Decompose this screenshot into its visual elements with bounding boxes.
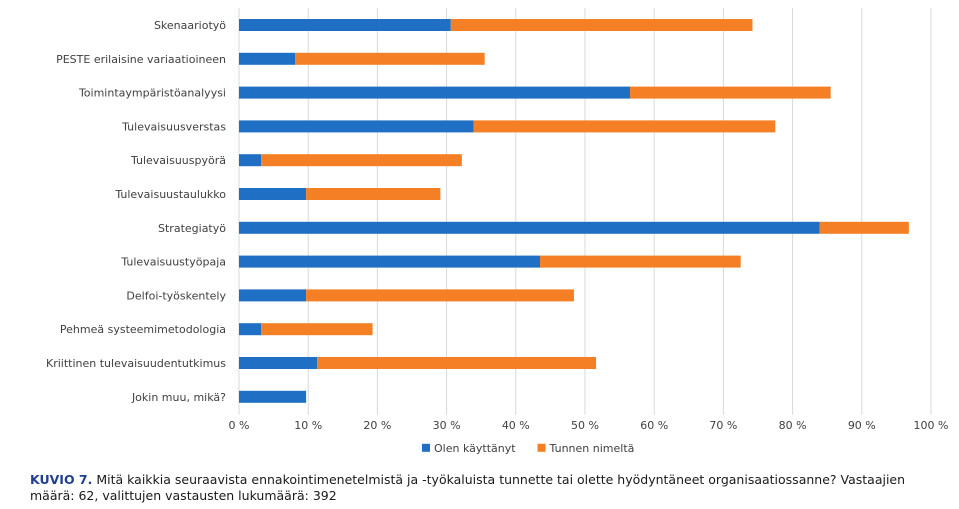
bar-known-0: [450, 19, 753, 31]
x-tick-label-1: 10 %: [294, 419, 322, 432]
bar-known-1: [295, 52, 485, 65]
bar-used-6: [239, 221, 820, 234]
category-label-0: Skenaariotyö: [154, 19, 226, 32]
bar-known-2: [629, 86, 831, 99]
figure-caption: KUVIO 7. Mitä kaikkia seuraavista ennako…: [30, 472, 950, 504]
bar-used-10: [239, 357, 318, 369]
bar-used-5: [239, 188, 307, 200]
category-label-2: Toimintaympäristöanalyysi: [78, 87, 226, 100]
bar-used-11: [239, 390, 307, 403]
bar-used-2: [239, 86, 630, 99]
x-tick-label-0: 0 %: [229, 419, 250, 432]
bar-known-8: [306, 289, 574, 302]
category-label-5: Tulevaisuustaulukko: [114, 188, 226, 201]
legend-swatch-0: [422, 443, 430, 452]
category-label-6: Strategiatyö: [158, 222, 226, 235]
bar-known-4: [261, 154, 462, 167]
chart-svg: Skenaariotyö PESTE erilaisine variaatioin…: [46, 8, 949, 455]
x-tick-label-8: 80 %: [779, 419, 807, 432]
x-tick-label-7: 70 %: [709, 419, 737, 432]
bar-known-10: [317, 357, 597, 369]
category-label-3: Tulevaisuusverstas: [121, 120, 226, 133]
bar-known-6: [819, 221, 909, 234]
bar-used-3: [239, 120, 474, 133]
x-tick-label-9: 90 %: [848, 419, 876, 432]
bar-known-5: [306, 188, 441, 200]
x-tick-label-10: 100 %: [914, 419, 949, 432]
x-tick-label-2: 20 %: [363, 419, 391, 432]
figure-number: KUVIO 7.: [30, 472, 93, 487]
category-label-11: Jokin muu, mikä?: [131, 391, 226, 404]
stacked-bar-chart: Skenaariotyö PESTE erilaisine variaatioin…: [46, 8, 949, 455]
bar-known-9: [261, 323, 373, 336]
x-tick-label-3: 30 %: [433, 419, 461, 432]
figure-caption-text: Mitä kaikkia seuraavista ennakointimenet…: [30, 472, 906, 503]
bar-used-1: [239, 52, 296, 65]
category-label-8: Delfoi-työskentely: [126, 289, 226, 302]
bar-known-3: [473, 120, 776, 133]
bar-used-4: [239, 154, 262, 167]
bar-used-0: [239, 19, 451, 31]
x-tick-label-4: 40 %: [502, 419, 530, 432]
category-label-9: Pehmeä systeemimetodologia: [60, 323, 226, 336]
x-tick-label-5: 50 %: [571, 419, 599, 432]
category-label-1: PESTE erilaisine variaatioineen: [56, 53, 226, 66]
category-label-4: Tulevaisuuspyörä: [130, 154, 226, 167]
bar-used-8: [239, 289, 307, 302]
bar-known-7: [540, 255, 741, 268]
category-label-7: Tulevaisuustyöpaja: [120, 256, 226, 269]
bar-used-9: [239, 323, 262, 336]
legend-label-1: Tunnen nimeltä: [549, 442, 635, 455]
bar-used-7: [239, 255, 541, 268]
legend-swatch-1: [537, 443, 546, 452]
legend-label-0: Olen käyttänyt: [434, 442, 516, 455]
x-tick-label-6: 60 %: [640, 419, 668, 432]
category-label-10: Kriittinen tulevaisuudentutkimus: [46, 357, 226, 370]
